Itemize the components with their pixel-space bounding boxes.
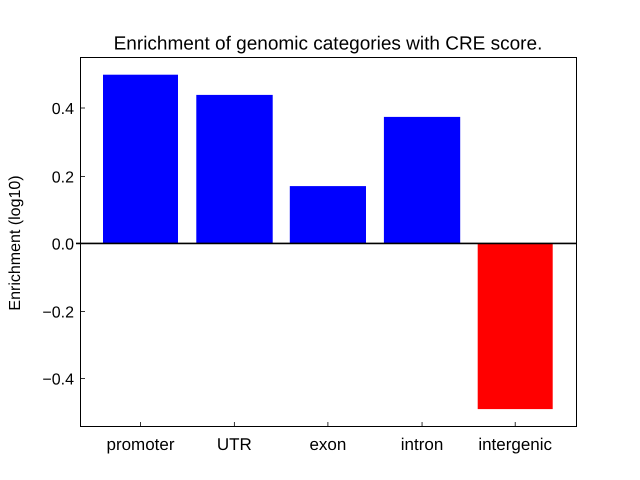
- svg-text:Enrichment of genomic categori: Enrichment of genomic categories with CR…: [114, 33, 543, 54]
- svg-text:−0.2: −0.2: [42, 304, 74, 321]
- svg-text:−0.4: −0.4: [42, 371, 74, 388]
- svg-text:UTR: UTR: [217, 435, 252, 454]
- svg-text:0.0: 0.0: [52, 236, 74, 253]
- svg-text:Enrichment (log10): Enrichment (log10): [7, 175, 24, 310]
- svg-text:intron: intron: [401, 435, 444, 454]
- svg-text:exon: exon: [309, 435, 346, 454]
- svg-text:intergenic: intergenic: [478, 435, 552, 454]
- svg-text:promoter: promoter: [106, 435, 174, 454]
- svg-text:0.4: 0.4: [52, 101, 74, 118]
- svg-text:0.2: 0.2: [52, 170, 74, 187]
